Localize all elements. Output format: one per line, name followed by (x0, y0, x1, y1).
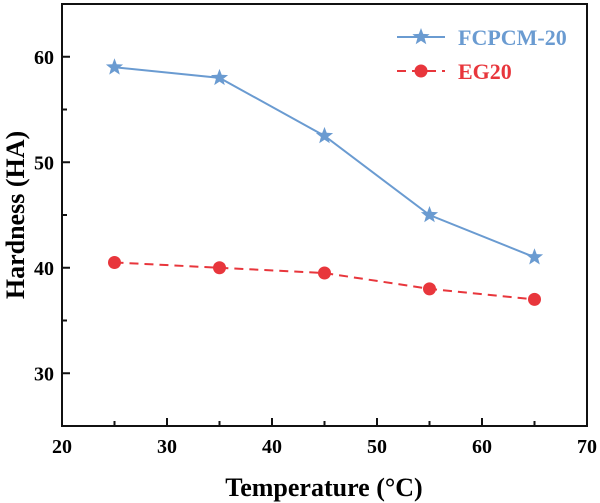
x-tick-label: 70 (577, 436, 597, 458)
x-tick-label: 20 (52, 436, 72, 458)
y-tick-label: 50 (34, 152, 54, 174)
y-tick-label: 60 (34, 47, 54, 69)
series-eg20 (108, 255, 541, 306)
data-point (318, 266, 331, 280)
legend-label: EG20 (458, 59, 512, 84)
legend-marker (414, 64, 428, 78)
data-point (210, 68, 229, 86)
data-point (105, 58, 124, 75)
data-point (315, 126, 334, 144)
y-tick-label: 30 (34, 363, 54, 385)
y-tick-label: 40 (34, 258, 54, 280)
y-axis-label: Hardness (HA) (1, 131, 30, 299)
x-axis-label: Temperature (°C) (225, 473, 422, 502)
series-fcpcm-20 (105, 58, 544, 265)
legend: FCPCM-20 EG20 (397, 25, 567, 84)
data-point (108, 255, 121, 269)
x-tick-label: 30 (157, 436, 177, 458)
series-line (114, 66, 535, 259)
data-point (528, 292, 541, 306)
legend-marker (412, 28, 430, 45)
x-tick-label: 40 (262, 436, 282, 458)
legend-label: FCPCM-20 (458, 25, 567, 50)
data-point (420, 206, 439, 223)
data-point (213, 261, 226, 275)
x-tick-label: 60 (472, 436, 492, 458)
x-tick-label: 50 (367, 436, 387, 458)
data-point (423, 282, 436, 296)
data-point (525, 248, 544, 265)
